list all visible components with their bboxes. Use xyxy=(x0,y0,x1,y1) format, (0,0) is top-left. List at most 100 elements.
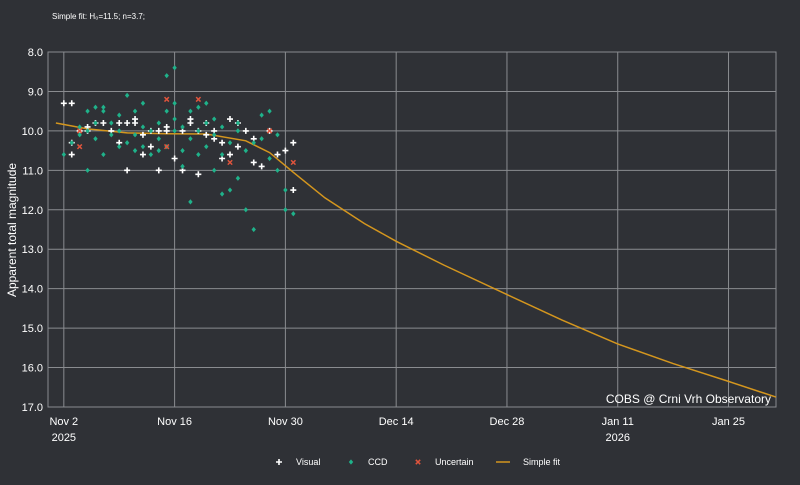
uncertain-point xyxy=(163,143,170,150)
y-axis-ticks: 8.0 9.0 10.0 11.0 12.0 13.0 14.0 15.0 16.0 17.0 xyxy=(22,47,43,414)
visual-point xyxy=(274,151,281,158)
uncertain-point xyxy=(76,143,83,150)
ccd-point xyxy=(109,120,114,126)
x-tick-label: Dec 28 xyxy=(490,416,525,428)
visual-point xyxy=(163,123,170,130)
legend-swatch xyxy=(276,459,282,465)
visual-point xyxy=(290,187,297,194)
visual-point xyxy=(100,120,107,126)
ccd-point xyxy=(140,144,146,150)
ccd-point xyxy=(172,65,177,71)
ccd-point xyxy=(93,104,98,110)
legend-swatch xyxy=(415,459,421,465)
observation-points xyxy=(60,65,297,233)
ccd-point xyxy=(204,144,209,150)
ccd-point xyxy=(211,132,217,138)
visual-point xyxy=(124,120,131,126)
chart-legend: Visual CCD Uncertain Simple fit xyxy=(276,457,561,467)
visual-point xyxy=(68,151,75,158)
uncertain-point xyxy=(227,159,233,166)
uncertain-point xyxy=(195,96,202,103)
legend-item-visual: Visual xyxy=(276,457,320,467)
x-tick-label: Jan 25 xyxy=(712,416,745,428)
legend-label: Uncertain xyxy=(435,457,474,467)
ccd-point xyxy=(180,124,185,130)
y-tick-label: 17.0 xyxy=(22,402,43,414)
ccd-point xyxy=(132,108,138,114)
ccd-point xyxy=(124,92,130,98)
uncertain-point xyxy=(76,128,83,134)
x-tick-label: Nov 2 xyxy=(49,416,78,428)
ccd-point xyxy=(140,124,146,130)
ccd-point xyxy=(243,148,249,154)
visual-point xyxy=(60,100,67,107)
ccd-point xyxy=(235,175,241,181)
visual-point xyxy=(250,159,257,166)
fit-parameters-note: Simple fit: H₀=11.5; n=3.7; xyxy=(52,12,145,21)
x-tick-year-label: 2026 xyxy=(605,432,629,444)
visual-point xyxy=(227,116,233,123)
ccd-point xyxy=(61,151,67,158)
grid-lines xyxy=(47,51,777,408)
ccd-point xyxy=(196,151,201,158)
ccd-point xyxy=(85,167,90,173)
ccd-point xyxy=(219,151,225,158)
ccd-point xyxy=(211,116,217,122)
x-tick-label: Dec 14 xyxy=(379,416,414,428)
y-tick-label: 15.0 xyxy=(22,323,43,335)
legend-label: CCD xyxy=(368,457,388,467)
ccd-point xyxy=(117,144,122,150)
simple-fit-series xyxy=(55,122,777,398)
ccd-point xyxy=(172,128,177,134)
legend-item-ccd: CCD xyxy=(348,457,388,467)
ccd-point xyxy=(243,207,249,213)
ccd-point xyxy=(267,155,272,162)
ccd-point xyxy=(132,132,138,138)
y-tick-label: 13.0 xyxy=(22,244,43,256)
ccd-point xyxy=(172,100,177,106)
ccd-point xyxy=(180,148,185,154)
ccd-point xyxy=(85,128,90,134)
ccd-point xyxy=(251,226,256,233)
y-tick-label: 9.0 xyxy=(28,86,43,98)
y-tick-label: 14.0 xyxy=(22,284,43,296)
ccd-point xyxy=(235,128,241,134)
visual-point xyxy=(290,139,297,146)
ccd-point xyxy=(164,108,169,114)
ccd-point xyxy=(69,140,74,146)
visual-point xyxy=(124,167,131,174)
ccd-point xyxy=(172,116,177,122)
ccd-point xyxy=(259,136,264,142)
visual-point xyxy=(116,120,123,126)
visual-point xyxy=(132,116,139,123)
ccd-point xyxy=(196,128,201,134)
ccd-point xyxy=(156,120,161,126)
ccd-point xyxy=(235,120,241,126)
ccd-point xyxy=(188,108,193,114)
x-axis-ticks: Nov 2 2025 Nov 16 Nov 30 Dec 14 Dec 28 Jan 11 2… xyxy=(49,416,745,444)
ccd-point xyxy=(77,132,82,138)
ccd-point xyxy=(101,108,106,114)
ccd-point xyxy=(275,132,280,138)
ccd-point xyxy=(101,104,106,110)
y-tick-label: 11.0 xyxy=(22,165,43,177)
x-tick-label: Nov 30 xyxy=(268,416,303,428)
ccd-point xyxy=(275,167,280,173)
ccd-point xyxy=(251,140,256,146)
ccd-point xyxy=(283,187,288,193)
visual-point xyxy=(139,151,146,158)
y-tick-label: 16.0 xyxy=(22,363,43,375)
y-axis-title: Apparent total magnitude xyxy=(5,163,19,297)
ccd-point xyxy=(227,187,233,193)
legend-label: Visual xyxy=(296,457,320,467)
credit-label: COBS @ Crni Vrh Observatory xyxy=(606,392,771,406)
ccd-point xyxy=(117,112,122,118)
ccd-point xyxy=(148,151,154,158)
plot-frame xyxy=(47,51,777,408)
ccd-point xyxy=(117,128,122,134)
visual-point xyxy=(171,155,178,162)
ccd-point xyxy=(124,140,130,146)
ccd-point xyxy=(219,191,225,197)
uncertain-point xyxy=(290,159,297,166)
